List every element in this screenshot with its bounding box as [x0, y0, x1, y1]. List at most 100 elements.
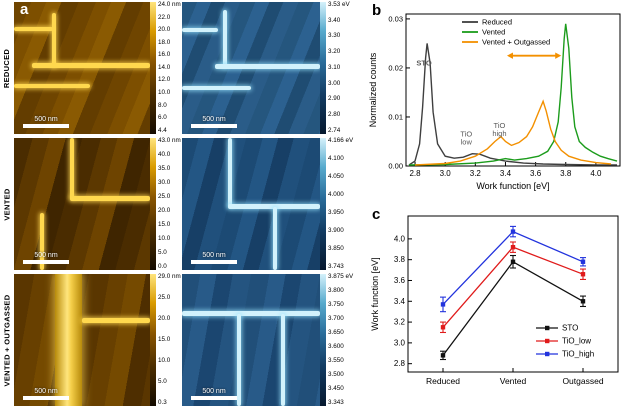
curve-vented-outgassed — [414, 99, 612, 166]
x-tick-label: Reduced — [426, 376, 460, 386]
scale-bar-label: 500 nm — [34, 252, 58, 259]
legend-marker — [545, 338, 550, 344]
colorbar-ticks: 29.0 nm 25.0 20.0 15.0 10.0 5.0 0.3 — [156, 273, 181, 406]
legend-label: Vented + Outgassed — [482, 38, 550, 47]
scale-bar: 500 nm — [23, 252, 69, 264]
nanowire-feature — [227, 138, 232, 207]
afm-row-vented: VENTED 500 nm 43.0 nm 40.0 35.0 30.0 25.0 20.… — [0, 136, 366, 272]
afm-workfunction-reduced: 500 nm — [182, 2, 320, 134]
panel-a-letter: a — [20, 1, 29, 18]
y-tick-label: 0.03 — [388, 14, 403, 23]
colorbar-tick-label: 29.0 nm — [158, 273, 181, 280]
colorbar-tick-label: 2.90 — [328, 95, 341, 103]
nanowire-feature — [39, 213, 44, 270]
colorbar-tick-label: 14.0 — [158, 63, 171, 71]
annotation-label: high — [492, 129, 506, 138]
nanowire-feature — [31, 62, 150, 68]
colorbar-tick-label: 25.0 — [158, 293, 171, 301]
colorbar-tick-label: 3.00 — [328, 79, 341, 87]
scale-bar-label: 500 nm — [202, 388, 226, 395]
legend-label: TiO_low — [562, 337, 591, 346]
colorbar-tick-label: 3.40 — [328, 16, 341, 24]
afm-row-vented-outgassed: VENTED + OUTGASSED 500 nm 29.0 nm 25.0 20.… — [0, 272, 366, 408]
scale-bar: 500 nm — [191, 116, 237, 128]
nanowire-feature — [215, 64, 320, 70]
colorbar-tick-label: 43.0 nm — [158, 137, 181, 144]
scale-bar: 500 nm — [191, 252, 237, 264]
legend-label: Vented — [482, 28, 505, 37]
colorbar-tick-label: 20.0 — [158, 206, 171, 214]
x-tick-label: 4.0 — [590, 169, 602, 178]
colorbar-tick-label: 3.30 — [328, 32, 341, 40]
colorbar-workfunction-vented-outgassed: 3.875 eV 3.800 3.750 3.700 3.650 3.600 3.550 3.… — [320, 272, 366, 408]
colorbar-gradient — [150, 138, 156, 270]
y-tick-label: 2.8 — [394, 359, 406, 368]
x-tick-label: 3.0 — [440, 169, 452, 178]
legend-marker — [545, 351, 550, 357]
colorbar-tick-label: 3.600 — [328, 342, 344, 350]
row-label-text: REDUCED — [2, 48, 12, 88]
row-label-vented-outgassed: VENTED + OUTGASSED — [0, 272, 14, 408]
panel-b-letter: b — [372, 2, 382, 19]
colorbar-tick-label: 16.0 — [158, 51, 171, 59]
colorbar-topography-vented: 43.0 nm 40.0 35.0 30.0 25.0 20.0 15.0 10.0 5.0 0.… — [150, 136, 182, 272]
colorbar-tick-label: 3.650 — [328, 328, 344, 336]
panel-b-chart: 2.8 3.0 3.2 3.4 3.6 3.8 4.0 0.00 0.01 0.02 0.03 Wor… — [368, 13, 621, 191]
shift-arrow-head-right — [555, 52, 562, 59]
annotation-label: low — [461, 138, 473, 147]
scale-bar-label: 500 nm — [34, 388, 58, 395]
colorbar-tick-label: 18.0 — [158, 38, 171, 46]
x-tick-label: 3.2 — [470, 169, 482, 178]
afm-workfunction-vented: 500 nm — [182, 138, 320, 270]
colorbar-tick-label: 3.343 — [328, 398, 344, 406]
colorbar-tick-label: 4.4 — [158, 126, 167, 134]
y-tick-label: 3.0 — [394, 338, 406, 347]
data-marker — [580, 259, 586, 264]
nanowire-feature — [223, 9, 228, 68]
scale-bar-line — [191, 260, 237, 264]
colorbar-tick-label: 10.0 — [158, 356, 171, 364]
nanowire-feature — [69, 138, 74, 199]
colorbar-tick-label: 3.53 eV — [328, 1, 350, 8]
colorbar-tick-label: 10.0 — [158, 234, 171, 242]
shift-arrow-head-left — [506, 52, 513, 59]
colorbar-tick-label: 3.743 — [328, 262, 344, 270]
scale-bar-label: 500 nm — [202, 252, 226, 259]
row-label-vented: VENTED — [0, 136, 14, 272]
nanowire-feature — [82, 317, 150, 323]
nanowire-feature — [182, 28, 218, 33]
colorbar-tick-label: 5.0 — [158, 377, 167, 385]
colorbar-tick-label: 3.550 — [328, 356, 344, 364]
nanowire-feature — [273, 206, 278, 270]
colorbar-tick-label: 3.10 — [328, 63, 341, 71]
scale-bar-line — [23, 124, 69, 128]
colorbar-tick-label: 3.500 — [328, 370, 344, 378]
colorbar-gradient — [320, 2, 326, 134]
y-axis-label: Normalized counts — [368, 52, 378, 127]
colorbar-tick-label: 4.000 — [328, 190, 344, 198]
row-label-reduced: REDUCED — [0, 0, 14, 136]
y-tick-label: 0.01 — [388, 112, 403, 121]
scale-bar: 500 nm — [23, 116, 69, 128]
annotation-label: STO — [416, 58, 431, 67]
data-marker — [580, 272, 586, 277]
x-tick-label: 3.6 — [530, 169, 542, 178]
colorbar-gradient — [320, 138, 326, 270]
colorbar-topography-reduced: 24.0 nm 22.0 20.0 18.0 16.0 14.0 12.0 10.0 8.0 6.… — [150, 0, 182, 136]
colorbar-tick-label: 3.950 — [328, 208, 344, 216]
scale-bar-line — [191, 124, 237, 128]
y-axis-label: Work function [eV] — [370, 257, 380, 330]
x-tick-label: 3.8 — [560, 169, 572, 178]
annotation-label: TiO — [460, 130, 472, 139]
x-tick-label: Vented — [500, 376, 527, 386]
y-tick-label: 3.8 — [394, 255, 406, 264]
colorbar-tick-label: 40.0 — [158, 150, 171, 158]
colorbar-tick-label: 3.450 — [328, 384, 344, 392]
colorbar-tick-label: 3.900 — [328, 226, 344, 234]
nanowire-feature — [69, 196, 150, 202]
colorbar-workfunction-reduced: 3.53 eV 3.40 3.30 3.20 3.10 3.00 2.90 2.80 2.74 — [320, 0, 366, 136]
data-marker — [440, 353, 446, 358]
y-tick-label: 0.00 — [388, 162, 403, 171]
annotation-label: TiO — [494, 121, 506, 130]
colorbar-tick-label: 4.166 eV — [328, 137, 354, 144]
